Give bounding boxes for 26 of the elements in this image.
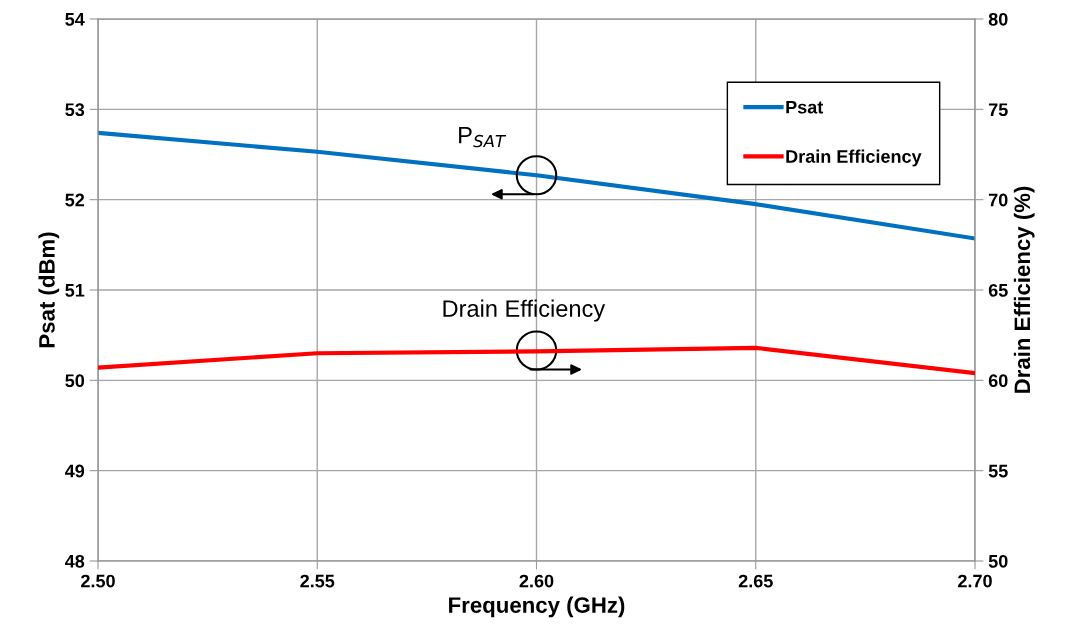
y2-tick-label: 50 bbox=[988, 554, 1008, 568]
x-tick-label: 2.60 bbox=[519, 574, 554, 588]
legend-label: Psat bbox=[786, 100, 824, 114]
annotation: Drain Efficiency bbox=[443, 299, 606, 322]
y2-tick-label: 65 bbox=[988, 283, 1008, 297]
x-tick-label: 2.65 bbox=[738, 574, 773, 588]
x-axis-title: Frequency (GHz) bbox=[449, 596, 625, 618]
y-tick-label: 53 bbox=[65, 103, 85, 117]
y-tick-label: 54 bbox=[65, 13, 85, 26]
y-tick-label: 48 bbox=[65, 554, 85, 568]
y2-axis-title: Drain Efficiency (%) bbox=[1013, 186, 1035, 393]
y2-tick-label: 70 bbox=[988, 193, 1008, 207]
y2-tick-label: 55 bbox=[988, 464, 1008, 478]
x-tick-label: 2.70 bbox=[958, 574, 992, 588]
y-tick-label: 49 bbox=[65, 464, 85, 478]
y-tick-label: 51 bbox=[65, 284, 85, 297]
y-tick-label: 50 bbox=[65, 374, 85, 388]
y-tick-label: 52 bbox=[65, 193, 85, 207]
y2-tick-label: 75 bbox=[988, 103, 1008, 117]
x-tick-label: 2.55 bbox=[300, 574, 335, 588]
y2-tick-label: 80 bbox=[988, 12, 1008, 26]
y2-tick-label: 60 bbox=[988, 374, 1008, 388]
x-tick-label: 2.50 bbox=[81, 574, 115, 588]
annotation: P$_{SAT}$ bbox=[459, 126, 507, 148]
legend-label: Drain Efficiency bbox=[786, 149, 922, 167]
y-axis-title: Psat (dBm) bbox=[38, 232, 60, 348]
